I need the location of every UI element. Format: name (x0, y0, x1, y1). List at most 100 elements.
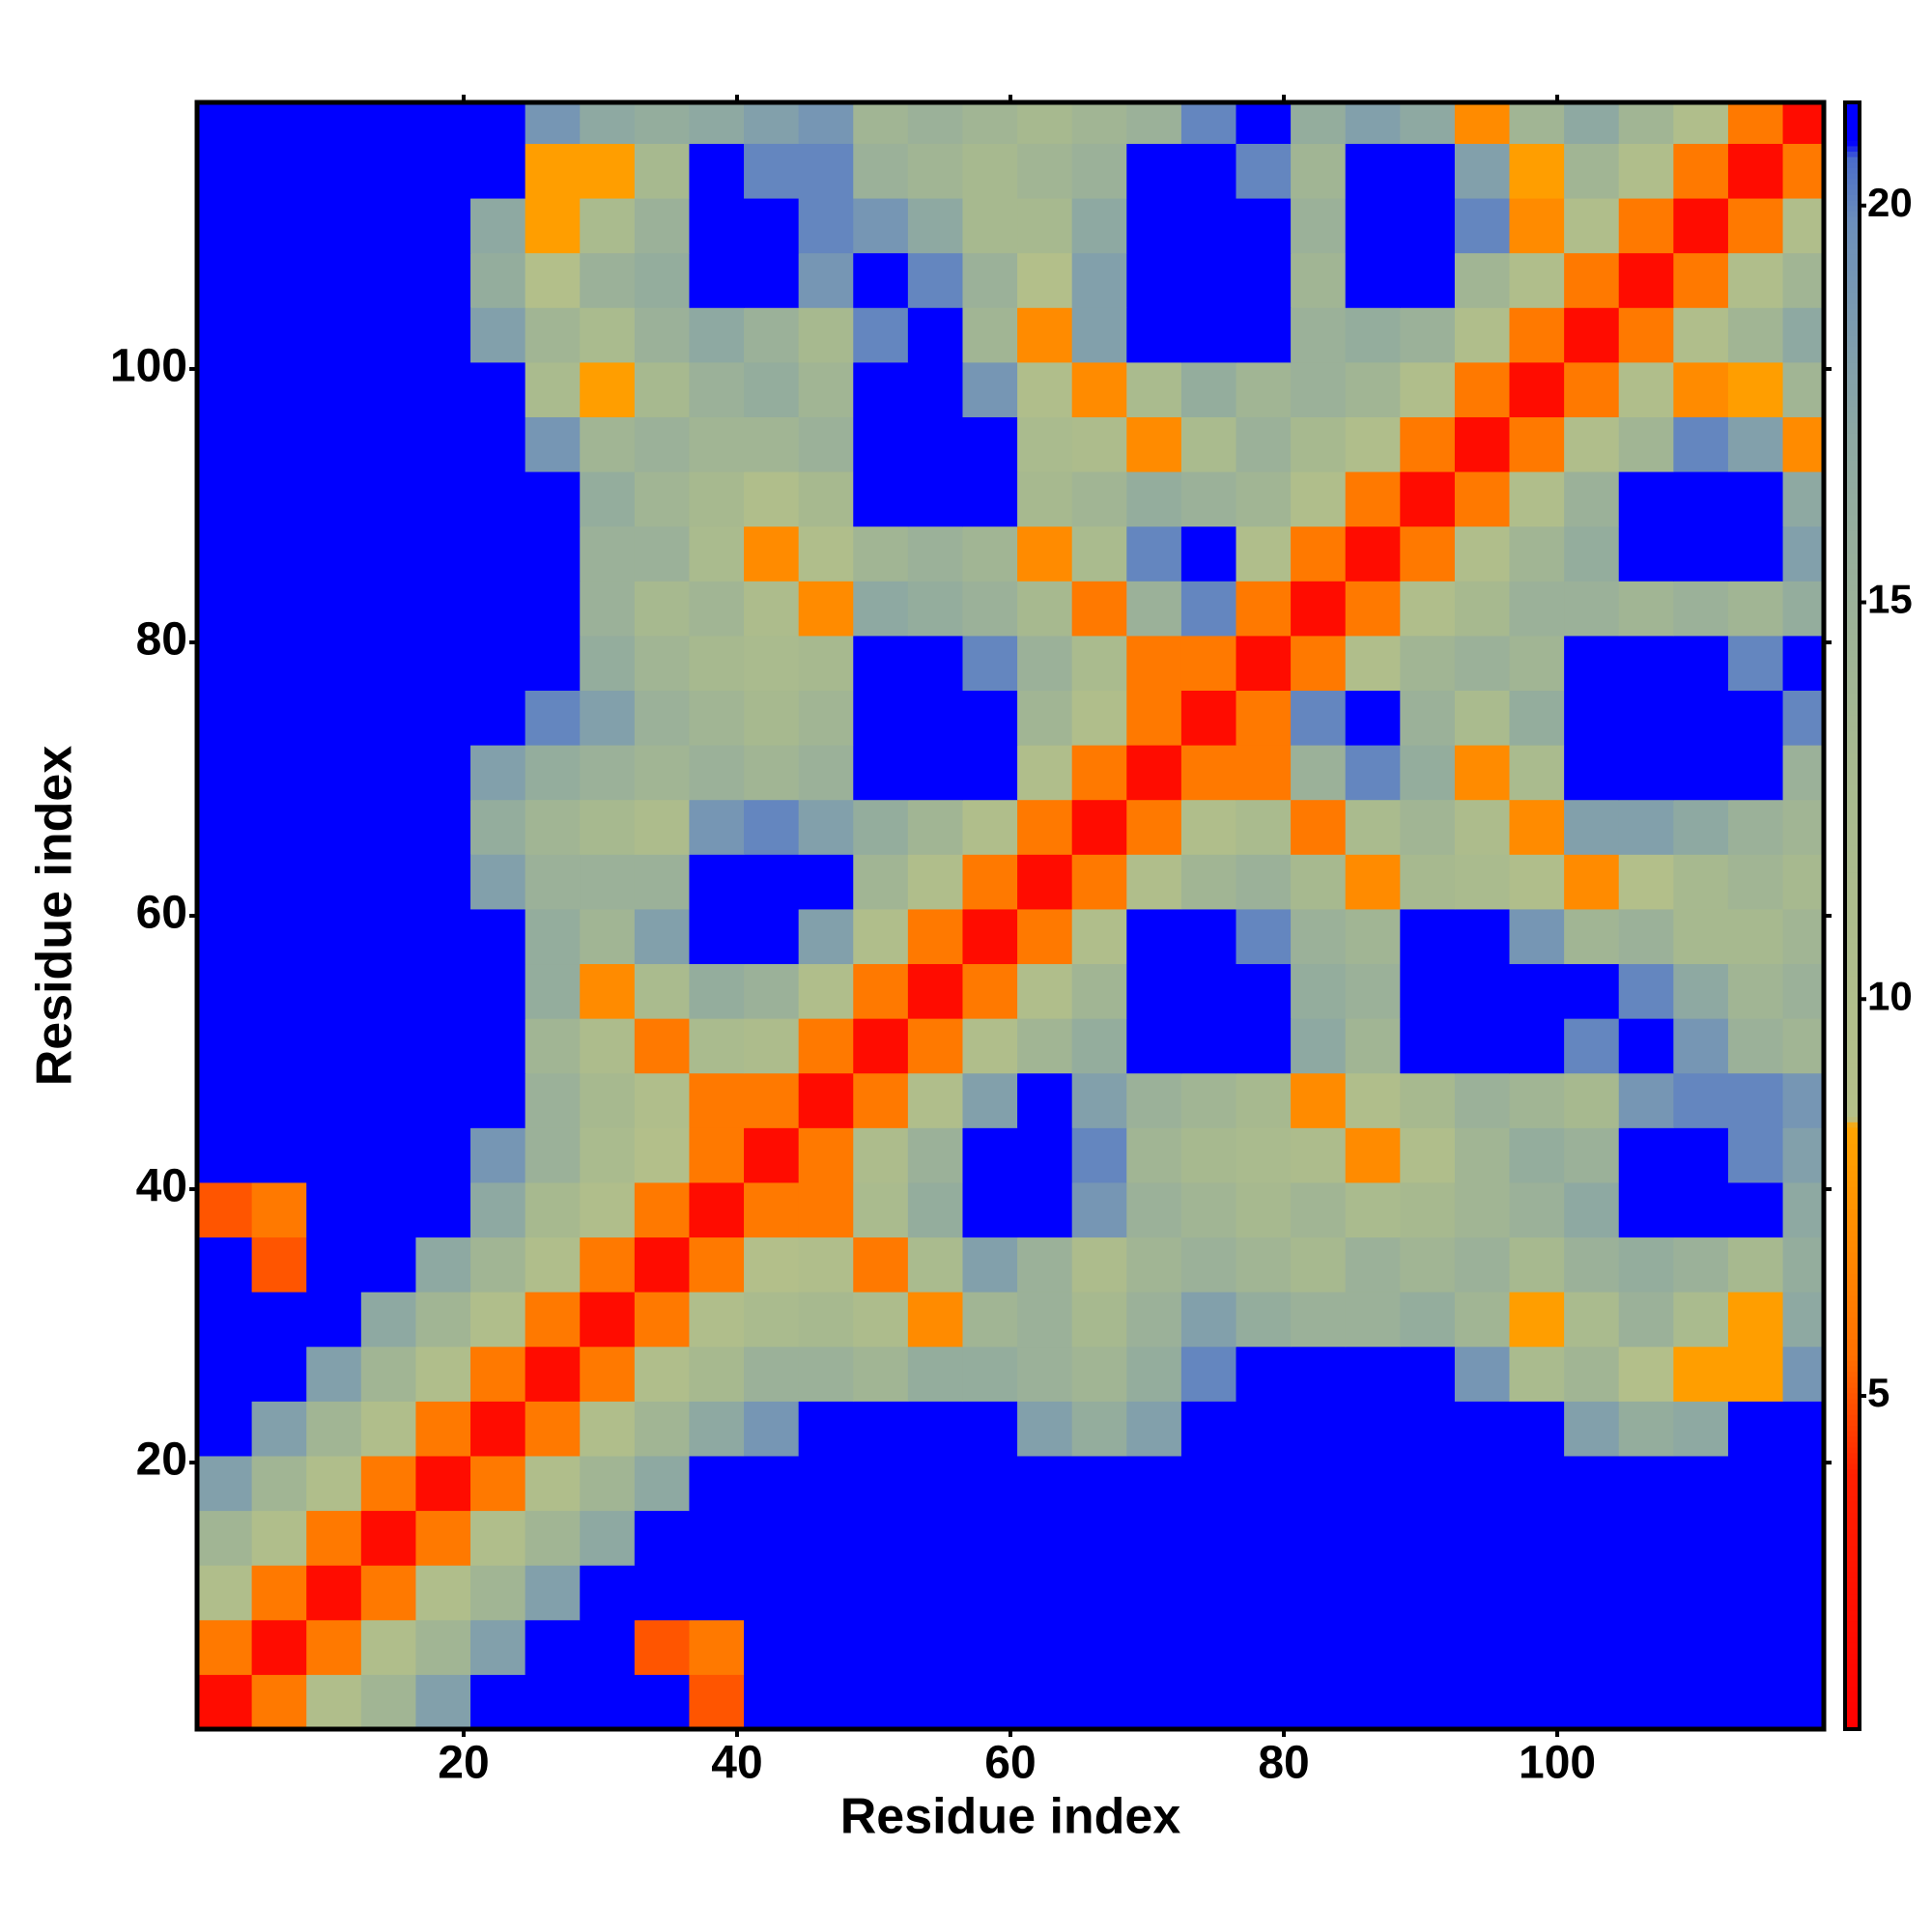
heatmap-cell (1017, 1018, 1073, 1074)
colorbar-tick-label: 20 (1867, 180, 1913, 225)
heatmap-cell (907, 471, 963, 527)
heatmap-cell (907, 102, 963, 144)
heatmap-cell (1727, 361, 1784, 417)
colorbar-segment (1845, 1122, 1860, 1128)
heatmap-cell (1236, 854, 1292, 910)
heatmap-cell (634, 1018, 690, 1074)
colorbar-segment (1845, 172, 1860, 180)
heatmap-cell (580, 526, 636, 582)
heatmap-cell (197, 1181, 253, 1238)
heatmap-cell (1618, 102, 1674, 144)
colorbar-segment (1845, 948, 1860, 954)
heatmap-cell (1454, 1565, 1511, 1621)
colorbar-segment (1845, 1659, 1860, 1665)
colorbar-segment (1845, 1317, 1860, 1323)
heatmap-cell (1345, 1401, 1401, 1457)
heatmap-cell (1071, 1127, 1127, 1183)
heatmap-cell (360, 635, 416, 692)
heatmap-cell (1400, 1181, 1456, 1238)
heatmap-cell (634, 1292, 690, 1348)
heatmap-cell (1454, 1181, 1511, 1238)
heatmap-cell (1400, 1292, 1456, 1348)
heatmap-cell (1564, 1072, 1620, 1128)
heatmap-cell (1782, 1401, 1825, 1457)
heatmap-cell (580, 361, 636, 417)
heatmap-cell (1454, 1619, 1511, 1675)
heatmap-cell (853, 635, 909, 692)
colorbar-segment (1845, 1615, 1860, 1622)
heatmap-cell (306, 1565, 362, 1621)
colorbar-segment (1845, 1350, 1860, 1356)
heatmap-cell (1509, 1018, 1565, 1074)
heatmap-cell (580, 1619, 636, 1675)
heatmap-cell (1727, 416, 1784, 472)
colorbar-segment (1845, 1506, 1860, 1513)
heatmap-cell (689, 1346, 745, 1402)
heatmap-cell (1727, 1619, 1784, 1675)
colorbar-segment (1845, 1491, 1860, 1497)
heatmap-cell (580, 963, 636, 1019)
colorbar-segment (1845, 1094, 1860, 1101)
heatmap-cell (1727, 1674, 1784, 1730)
heatmap-cell (1564, 690, 1620, 746)
heatmap-cell (1345, 1181, 1401, 1238)
heatmap-cell (744, 1292, 800, 1348)
heatmap-cell (415, 1292, 471, 1348)
heatmap-cell (1236, 1565, 1292, 1621)
heatmap-cell (744, 1401, 800, 1457)
colorbar-segment (1845, 281, 1860, 288)
colorbar-segment (1845, 1701, 1860, 1709)
colorbar-segment (1845, 904, 1860, 911)
colorbar-segment (1845, 1653, 1860, 1660)
heatmap-cell (306, 416, 362, 472)
heatmap-cell (907, 908, 963, 965)
colorbar-segment (1845, 356, 1860, 363)
colorbar-segment (1845, 985, 1860, 993)
colorbar-segment (1845, 1365, 1860, 1373)
colorbar-segment (1845, 1013, 1860, 1020)
heatmap-cell (360, 1674, 416, 1730)
colorbar-segment (1845, 997, 1860, 1004)
colorbar-segment (1845, 742, 1860, 749)
heatmap-cell (1400, 198, 1456, 254)
heatmap-cell (197, 1346, 253, 1402)
heatmap-cell (470, 198, 526, 254)
heatmap-cell (1618, 1127, 1674, 1183)
heatmap-cell (470, 581, 526, 637)
heatmap-cell (907, 361, 963, 417)
heatmap-cell (1017, 1401, 1073, 1457)
heatmap-cell (525, 799, 581, 855)
heatmap-cell (1236, 1072, 1292, 1128)
heatmap-cell (1509, 526, 1565, 582)
heatmap-cell (1071, 1346, 1127, 1402)
heatmap-cell (1126, 1292, 1182, 1348)
colorbar-segment (1845, 1663, 1860, 1670)
y-axis-title: Residue index (27, 746, 83, 1087)
heatmap-cell (1400, 854, 1456, 910)
heatmap-cell (798, 1127, 854, 1183)
heatmap-cell (1291, 526, 1347, 582)
heatmap-cell (415, 198, 471, 254)
colorbar-segment (1845, 1686, 1860, 1692)
heatmap-cell (1291, 908, 1347, 965)
heatmap-cell (634, 471, 690, 527)
heatmap-cell (1291, 854, 1347, 910)
heatmap-cell (1673, 1565, 1729, 1621)
colorbar-segment (1845, 433, 1860, 440)
heatmap-cell (1126, 745, 1182, 801)
colorbar-segment (1845, 1631, 1860, 1638)
colorbar-segment (1845, 525, 1860, 531)
heatmap-cell (1782, 471, 1825, 527)
heatmap-cell (1345, 1292, 1401, 1348)
colorbar-segment (1845, 1713, 1860, 1719)
colorbar-segment (1845, 1642, 1860, 1649)
heatmap-cell (634, 1455, 690, 1512)
colorbar-segment (1845, 1555, 1860, 1562)
colorbar-segment (1845, 1398, 1860, 1405)
heatmap-cell (580, 1510, 636, 1566)
heatmap-cell (197, 908, 253, 965)
colorbar-segment (1845, 161, 1860, 168)
heatmap-cell (1509, 1619, 1565, 1675)
colorbar-segment (1845, 1690, 1860, 1697)
heatmap-cell (689, 581, 745, 637)
